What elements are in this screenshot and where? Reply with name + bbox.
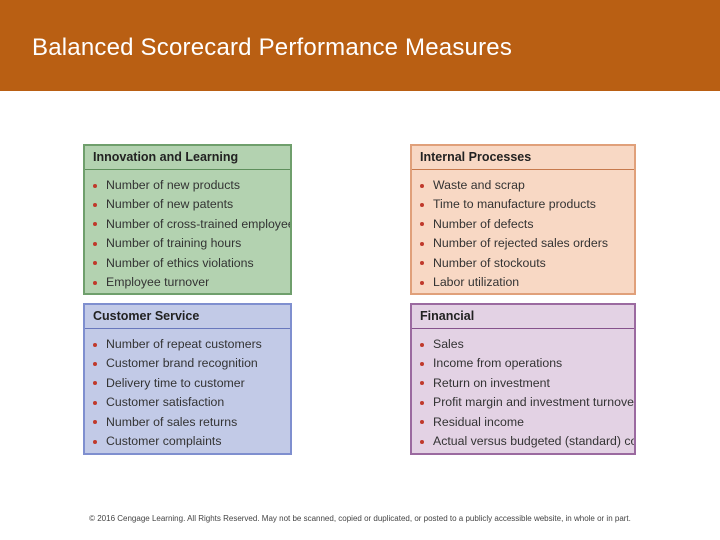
list-item: Return on investment: [420, 374, 634, 393]
bullet-icon: [93, 342, 97, 347]
title-bar: Balanced Scorecard Performance Measures: [0, 0, 720, 91]
list-item: Number of new products: [93, 176, 290, 195]
bullet-icon: [420, 439, 424, 444]
bullet-icon: [93, 241, 97, 246]
bullet-icon: [93, 203, 97, 208]
bullet-icon: [420, 362, 424, 367]
list-item: Time to manufacture products: [420, 195, 634, 214]
bullet-icon: [93, 183, 97, 188]
customer-service-list: Number of repeat customers Customer bran…: [85, 329, 290, 451]
list-item: Employee turnover: [93, 273, 290, 292]
bullet-icon: [93, 439, 97, 444]
bullet-icon: [420, 400, 424, 405]
innovation-learning-box: Innovation and Learning Number of new pr…: [83, 144, 292, 295]
bullet-icon: [420, 280, 424, 285]
list-item: Customer satisfaction: [93, 393, 290, 412]
copyright-footer: © 2016 Cengage Learning. All Rights Rese…: [89, 514, 631, 523]
bullet-icon: [420, 183, 424, 188]
internal-processes-header: Internal Processes: [412, 146, 634, 170]
bullet-icon: [420, 222, 424, 227]
list-item: Number of stockouts: [420, 254, 634, 273]
bullet-icon: [93, 381, 97, 386]
financial-header: Financial: [412, 305, 634, 329]
bullet-icon: [93, 400, 97, 405]
list-item: Number of sales returns: [93, 413, 290, 432]
list-item: Customer brand recognition: [93, 354, 290, 373]
innovation-learning-list: Number of new products Number of new pat…: [85, 170, 290, 292]
bullet-icon: [420, 342, 424, 347]
bullet-icon: [420, 203, 424, 208]
list-item: Number of rejected sales orders: [420, 234, 634, 253]
internal-processes-box: Internal Processes Waste and scrap Time …: [410, 144, 636, 295]
innovation-learning-header: Innovation and Learning: [85, 146, 290, 170]
list-item: Number of training hours: [93, 234, 290, 253]
list-item: Labor utilization: [420, 273, 634, 292]
list-item: Income from operations: [420, 354, 634, 373]
list-item: Number of defects: [420, 215, 634, 234]
internal-processes-list: Waste and scrap Time to manufacture prod…: [412, 170, 634, 292]
slide-title: Balanced Scorecard Performance Measures: [32, 34, 513, 61]
financial-box: Financial Sales Income from operations R…: [410, 303, 636, 455]
bullet-icon: [93, 222, 97, 227]
list-item: Waste and scrap: [420, 176, 634, 195]
list-item: Actual versus budgeted (standard) costs: [420, 432, 634, 451]
list-item: Sales: [420, 335, 634, 354]
bullet-icon: [93, 362, 97, 367]
list-item: Customer complaints: [93, 432, 290, 451]
customer-service-header: Customer Service: [85, 305, 290, 329]
bullet-icon: [420, 261, 424, 266]
list-item: Residual income: [420, 413, 634, 432]
list-item: Number of cross-trained employees: [93, 215, 290, 234]
bullet-icon: [420, 420, 424, 425]
bullet-icon: [93, 280, 97, 285]
bullet-icon: [420, 381, 424, 386]
list-item: Profit margin and investment turnover: [420, 393, 634, 412]
bullet-icon: [93, 420, 97, 425]
list-item: Delivery time to customer: [93, 374, 290, 393]
list-item: Number of ethics violations: [93, 254, 290, 273]
customer-service-box: Customer Service Number of repeat custom…: [83, 303, 292, 455]
list-item: Number of new patents: [93, 195, 290, 214]
financial-list: Sales Income from operations Return on i…: [412, 329, 634, 451]
bullet-icon: [93, 261, 97, 266]
list-item: Number of repeat customers: [93, 335, 290, 354]
bullet-icon: [420, 241, 424, 246]
